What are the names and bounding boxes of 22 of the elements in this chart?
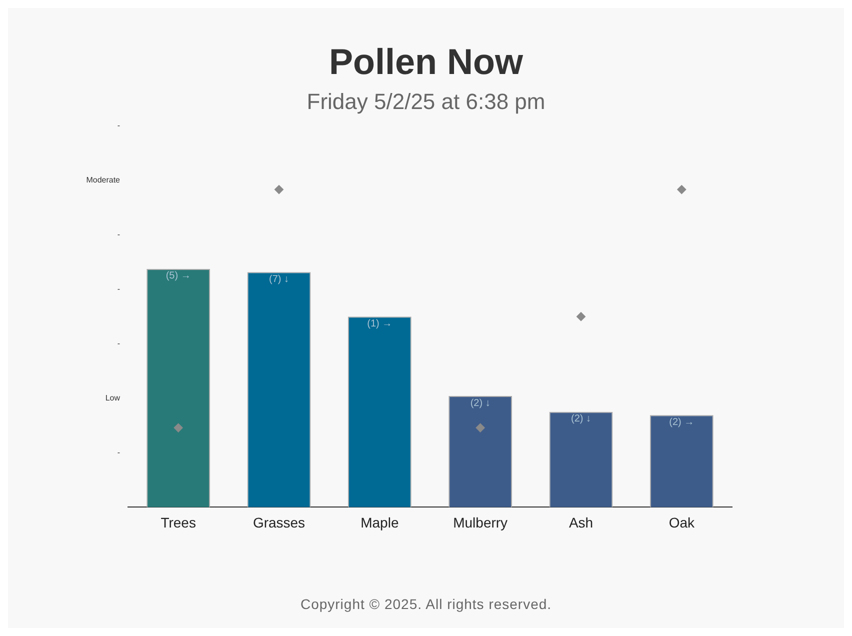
chart-subtitle: Friday 5/2/25 at 6:38 pm [306, 88, 546, 116]
text: - [117, 339, 120, 348]
x-tick-label: Trees [160, 514, 196, 530]
annotation: (2) ↓ [470, 398, 490, 409]
text: - [117, 230, 120, 240]
text: Copyright © 2025. All rights reserved. [299, 596, 553, 612]
x-tick-label: Oak [668, 514, 696, 530]
chart-title: Pollen Now [328, 40, 524, 84]
text: - [117, 448, 120, 457]
text: - [117, 121, 120, 130]
text: Low [105, 393, 120, 402]
x-tick-label: Mulberry [453, 514, 508, 530]
annotation: (7) ↓ [269, 274, 289, 285]
annotation: (5) → [166, 270, 191, 282]
x-tick-label: Grasses [252, 514, 306, 530]
annotation: (2) → [669, 416, 694, 428]
annotation: (1) → [367, 318, 392, 330]
x-tick-label: Ash [568, 514, 594, 530]
text: - [117, 284, 120, 294]
x-tick-label: Maple [360, 514, 399, 530]
text: Moderate [86, 176, 121, 185]
annotation: (2) ↓ [571, 414, 591, 425]
